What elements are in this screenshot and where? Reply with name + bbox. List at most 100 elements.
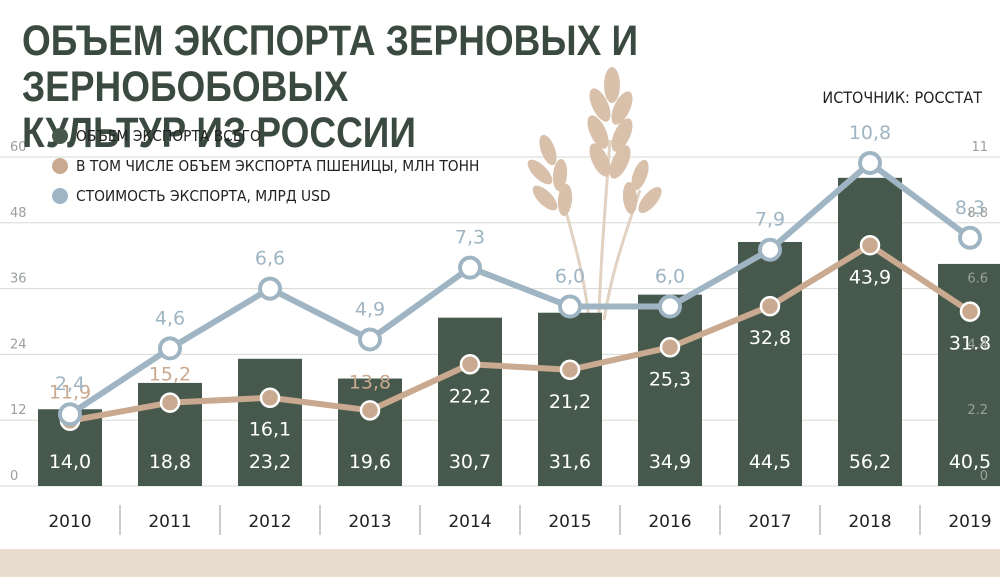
y-right-tick-label: 11: [971, 140, 988, 155]
y-right-tick-label: 4.4: [967, 337, 988, 352]
y-left-tick-label: 12: [10, 403, 27, 418]
x-tick-label: 2018: [848, 512, 891, 532]
point-wheat: [159, 392, 181, 413]
y-right-tick-label: 2.2: [967, 403, 988, 418]
value-label: 2,4: [55, 373, 85, 395]
legend-item-value: СТОИМОСТЬ ЭКСПОРТА, МЛРД USD: [52, 181, 514, 211]
source-note: ИСТОЧНИК: РОССТАТ: [822, 88, 982, 107]
bar-total: [338, 378, 402, 486]
legend-label-wheat: В ТОМ ЧИСЛЕ ОБЪЕМ ЭКСПОРТА ПШЕНИЦЫ, МЛН …: [76, 157, 480, 175]
wheat-label: 31.8: [949, 333, 991, 355]
value-label: 7,9: [755, 209, 785, 231]
bar-label: 19,6: [349, 451, 391, 473]
bar-label: 23,2: [249, 451, 291, 473]
bar-total: [538, 312, 602, 486]
value-label: 6,0: [555, 266, 585, 288]
title-line-2: КУЛЬТУР ИЗ РОССИИ: [22, 109, 416, 157]
bars-layer: [38, 177, 1000, 486]
x-tick-label: 2011: [148, 512, 191, 532]
y-left-tick-label: 60: [10, 140, 27, 155]
wheat-label: 43,9: [849, 266, 891, 288]
point-value: [958, 225, 982, 250]
x-tick-label: 2017: [748, 512, 791, 532]
value-label: 6,0: [655, 266, 685, 288]
bar-label: 30,7: [449, 451, 491, 473]
point-wheat: [559, 359, 581, 381]
point-value: [358, 327, 382, 352]
value-label: 8,3: [955, 197, 985, 219]
value-label: 4,6: [155, 307, 185, 329]
title-line-1: ОБЪЕМ ЭКСПОРТА ЗЕРНОВЫХ И ЗЕРНОБОБОВЫХ: [22, 17, 639, 111]
point-value: [458, 255, 482, 280]
bar-total: [438, 317, 502, 486]
point-value: [158, 336, 182, 361]
point-wheat: [659, 337, 681, 358]
point-value: [558, 294, 582, 319]
labels-layer: 14,0 18,8 23,2 19,6 30,7 31,6 34,9 44,5 56,2 40,5…: [49, 122, 991, 473]
legend-item-total: ОБЪЕМ ЭКСПОРТА ВСЕГО: [52, 121, 514, 151]
y-right-tick-label: 6.6: [967, 272, 988, 287]
legend-item-wheat: В ТОМ ЧИСЛЕ ОБЪЕМ ЭКСПОРТА ПШЕНИЦЫ, МЛН …: [52, 151, 514, 181]
bar-total: [638, 294, 702, 486]
point-value: [58, 402, 82, 427]
series-line-wheat: [69, 242, 972, 424]
bar-label: 56,2: [849, 451, 891, 473]
legend: ОБЪЕМ ЭКСПОРТА ВСЕГО В ТОМ ЧИСЛЕ ОБЪЕМ Э…: [52, 121, 514, 211]
legend-swatch-wheat: [52, 158, 68, 174]
y-left-tick-label: 0: [10, 469, 18, 484]
bar-total: [938, 263, 1000, 486]
point-value: [758, 237, 782, 262]
bar-label: 34,9: [649, 451, 691, 473]
wheat-label: 32,8: [749, 327, 791, 349]
y-right-tick-label: 8.8: [967, 206, 988, 221]
point-wheat: [859, 235, 881, 256]
legend-label-value: СТОИМОСТЬ ЭКСПОРТА, МЛРД USD: [76, 187, 331, 205]
bar-label: 40,5: [949, 451, 991, 473]
bottom-band: [0, 549, 1000, 577]
point-wheat: [459, 354, 481, 375]
value-label: 10,8: [849, 122, 891, 144]
value-label: 7,3: [455, 227, 485, 249]
wheat-label: 15,2: [149, 364, 191, 386]
x-tick-label: 2019: [948, 512, 991, 532]
x-tick-label: 2013: [348, 512, 391, 532]
wheat-label: 11,9: [49, 382, 91, 404]
wheat-label: 13,8: [349, 371, 391, 393]
bar-total: [738, 241, 802, 486]
point-value: [258, 276, 282, 301]
point-value: [658, 294, 682, 319]
value-label: 6,6: [255, 248, 285, 270]
point-value: [858, 150, 882, 175]
lines-layer: [58, 150, 982, 431]
point-wheat: [759, 295, 781, 317]
bar-label: 44,5: [749, 451, 791, 473]
y-left-tick-label: 36: [10, 272, 27, 287]
bar-total: [838, 177, 902, 486]
wheat-label: 16,1: [249, 419, 291, 441]
series-line-value: [68, 159, 972, 417]
bar-label: 18,8: [149, 451, 191, 473]
legend-swatch-total: [52, 128, 68, 144]
wheat-label: 21,2: [549, 391, 591, 413]
x-tick-label: 2010: [48, 512, 91, 532]
value-label: 4,9: [355, 298, 385, 320]
bar-label: 31,6: [549, 451, 591, 473]
x-tick-label: 2016: [648, 512, 691, 532]
bar-total: [238, 358, 302, 486]
y-left-tick-label: 24: [10, 337, 27, 352]
point-wheat: [259, 387, 281, 408]
wheat-ears-icon: [527, 67, 662, 341]
wheat-label: 22,2: [449, 385, 491, 407]
x-tick-label: 2015: [548, 512, 591, 532]
point-wheat: [359, 400, 381, 421]
legend-swatch-value: [52, 188, 68, 204]
wheat-label: 25,3: [649, 368, 691, 390]
y-right-tick-label: 0: [980, 469, 988, 484]
x-tick-label: 2012: [248, 512, 291, 532]
axis-layer: 0 12 24 36 48 60 0 2.2 4.4 6.6 8.8 11 2010 2011 2012 20…: [10, 140, 992, 535]
x-tick-label: 2014: [448, 512, 491, 532]
bar-label: 14,0: [49, 451, 91, 473]
y-left-tick-label: 48: [10, 206, 27, 221]
